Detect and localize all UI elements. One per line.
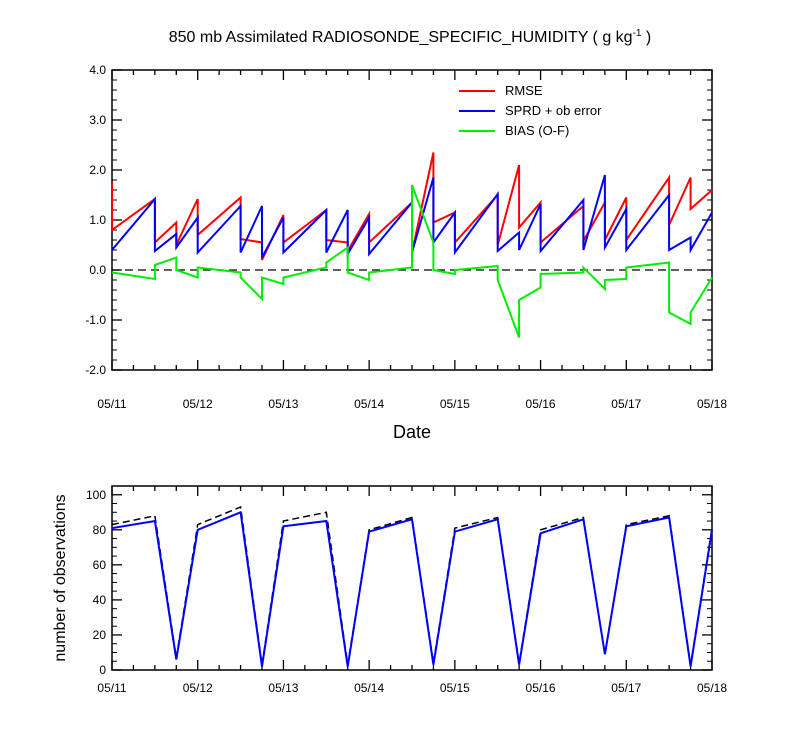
x-tick-label-05-13: 05/13 (268, 681, 298, 695)
legend-label-rmse: RMSE (505, 83, 543, 98)
y-tick-label-40: 40 (93, 593, 107, 607)
x-tick-label-05-15: 05/15 (440, 681, 470, 695)
series-line-used (111, 510, 713, 667)
x-tick-label-05-18: 05/18 (697, 681, 727, 695)
y-tick-label-20: 20 (93, 628, 107, 642)
y-tick-label-4-0: 4.0 (89, 63, 106, 77)
x-tick-label-05-16: 05/16 (526, 681, 556, 695)
top-axis-ticks (111, 69, 713, 371)
x-tick-label-05-12: 05/12 (183, 681, 213, 695)
x-tick-label-05-17: 05/17 (611, 397, 641, 411)
x-axis-title: Date (393, 422, 431, 442)
x-tick-label-05-17: 05/17 (611, 681, 641, 695)
top-chart-title: 850 mb Assimilated RADIOSONDE_SPECIFIC_H… (169, 28, 652, 46)
x-tick-label-05-14: 05/14 (354, 681, 384, 695)
x-tick-label-05-16: 05/16 (526, 397, 556, 411)
x-tick-label-05-15: 05/15 (440, 397, 470, 411)
y-axis-title-observations: number of observations (52, 494, 69, 661)
y-tick-label-80: 80 (93, 523, 107, 537)
legend: RMSE SPRD + ob error BIAS (O-F) (459, 83, 602, 138)
y-tick-label-2-0: 2.0 (89, 163, 106, 177)
x-tick-label-05-11: 05/11 (97, 397, 126, 411)
x-tick-label-05-13: 05/13 (268, 397, 298, 411)
top-series-group (111, 152, 713, 338)
y-tick-label-0-0: 0.0 (89, 263, 106, 277)
top-x-tick-labels: 05/11 05/12 05/13 05/14 05/15 05/16 05/17 05/18 (97, 397, 727, 411)
x-tick-label-05-12: 05/12 (183, 397, 213, 411)
y-tick-label-60: 60 (93, 558, 107, 572)
bottom-y-tick-labels: 0 20 40 60 80 100 (86, 488, 106, 677)
y-tick-label-1-0: 1.0 (89, 213, 106, 227)
x-tick-label-05-14: 05/14 (354, 397, 384, 411)
y-tick-label-0: 0 (99, 663, 106, 677)
series-line-bias-o-f (111, 184, 713, 338)
x-tick-label-05-11: 05/11 (97, 681, 126, 695)
bottom-axis-ticks (111, 485, 713, 671)
top-y-tick-labels: -2.0 -1.0 0.0 1.0 2.0 3.0 4.0 (85, 63, 106, 377)
y-tick-label-3-0: 3.0 (89, 113, 106, 127)
top-plot-area: -2.0-1.00.01.02.03.04.0 05/11 05/12 05/13 0… (85, 63, 727, 411)
y-tick-label-1-0: -1.0 (85, 313, 106, 327)
y-tick-label-100: 100 (86, 488, 106, 502)
bottom-series-group (111, 505, 713, 667)
bottom-x-tick-labels: 05/11 05/12 05/13 05/14 05/15 05/16 05/17 05/18 (97, 681, 727, 695)
legend-label-sprd-ob-error: SPRD + ob error (505, 103, 602, 118)
y-tick-label-2-0: -2.0 (85, 363, 106, 377)
x-tick-label-05-18: 05/18 (697, 397, 727, 411)
legend-label-bias-o-f: BIAS (O-F) (505, 123, 569, 138)
